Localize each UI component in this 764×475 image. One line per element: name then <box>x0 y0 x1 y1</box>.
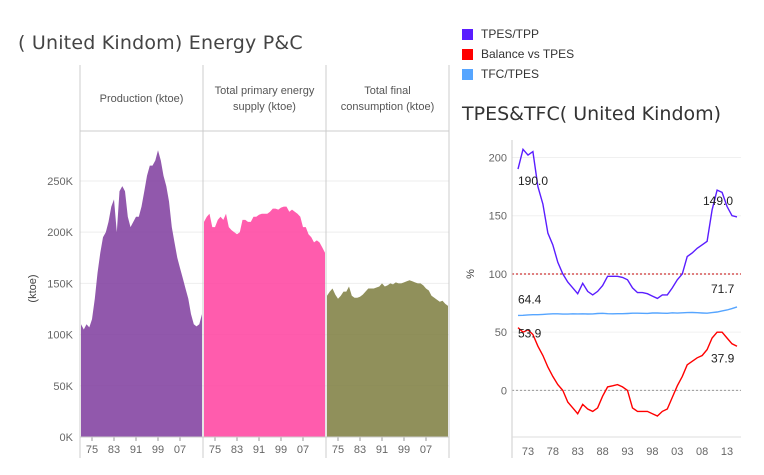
legend-label: TPES/TPP <box>481 27 540 41</box>
legend-item-tfc-tpes[interactable]: TFC/TPES <box>462 64 574 84</box>
y-tick-label: 250K <box>47 176 73 188</box>
x-tick-label: 73 <box>522 446 534 458</box>
area-series <box>204 206 325 437</box>
x-tick-label: 91 <box>253 444 265 456</box>
y-tick-label: 50K <box>53 381 73 393</box>
x-tick-label: 07 <box>174 444 186 456</box>
x-tick-label: 99 <box>275 444 287 456</box>
x-tick-label: 99 <box>152 444 164 456</box>
y-tick-label: 150K <box>47 278 73 290</box>
y-axis-label: (ktoe) <box>27 274 39 302</box>
y-tick-label: 0K <box>60 432 74 444</box>
x-tick-label: 83 <box>354 444 366 456</box>
legend-item-tpes-tpp[interactable]: TPES/TPP <box>462 24 574 44</box>
x-tick-label: 07 <box>420 444 432 456</box>
line-chart-title: TPES&TFC( United Kindom) <box>462 103 722 125</box>
panel-header-label: consumption (ktoe) <box>341 101 435 113</box>
legend-swatch <box>462 28 473 40</box>
panel-header-label: supply (ktoe) <box>233 101 296 113</box>
line-series <box>517 306 738 317</box>
y-tick-label: 0 <box>501 385 507 397</box>
data-label: 149.0 <box>703 194 733 208</box>
y-axis-label: % <box>465 269 477 279</box>
y-tick-label: 50 <box>495 327 507 339</box>
x-tick-label: 07 <box>297 444 309 456</box>
legend-swatch <box>462 68 473 80</box>
data-label: 190.0 <box>518 174 548 188</box>
x-tick-label: 99 <box>398 444 410 456</box>
panel-header-label: Total primary energy <box>215 85 315 97</box>
x-tick-label: 13 <box>721 446 733 458</box>
x-tick-label: 83 <box>572 446 584 458</box>
legend: TPES/TPP Balance vs TPES TFC/TPES <box>462 24 574 84</box>
x-tick-label: 75 <box>209 444 221 456</box>
panel-header-label: Production (ktoe) <box>100 93 184 105</box>
y-tick-label: 100K <box>47 330 73 342</box>
legend-item-balance[interactable]: Balance vs TPES <box>462 44 574 64</box>
y-tick-label: 200K <box>47 227 73 239</box>
line-series <box>517 147 738 300</box>
x-tick-label: 78 <box>547 446 559 458</box>
x-tick-label: 91 <box>376 444 388 456</box>
area-series <box>81 150 202 437</box>
x-tick-label: 03 <box>671 446 683 458</box>
x-tick-label: 08 <box>696 446 708 458</box>
legend-label: TFC/TPES <box>481 67 540 81</box>
x-tick-label: 93 <box>621 446 633 458</box>
x-tick-label: 91 <box>130 444 142 456</box>
legend-label: Balance vs TPES <box>481 47 575 61</box>
x-tick-label: 88 <box>596 446 608 458</box>
y-tick-label: 150 <box>489 211 507 223</box>
y-tick-label: 100 <box>489 269 507 281</box>
area-series <box>327 280 448 437</box>
y-tick-label: 200 <box>489 152 507 164</box>
x-tick-label: 83 <box>231 444 243 456</box>
x-tick-label: 75 <box>86 444 98 456</box>
legend-swatch <box>462 48 473 60</box>
line-series <box>517 327 738 417</box>
x-tick-label: 75 <box>332 444 344 456</box>
data-label: 64.4 <box>518 292 542 306</box>
data-label: 71.7 <box>711 282 735 296</box>
page-title: ( United Kindom) Energy P&C <box>18 32 303 54</box>
data-label: 53.9 <box>518 327 542 341</box>
x-tick-label: 98 <box>646 446 658 458</box>
data-label: 37.9 <box>711 351 735 365</box>
panel-header-label: Total final <box>364 85 410 97</box>
x-tick-label: 83 <box>108 444 120 456</box>
